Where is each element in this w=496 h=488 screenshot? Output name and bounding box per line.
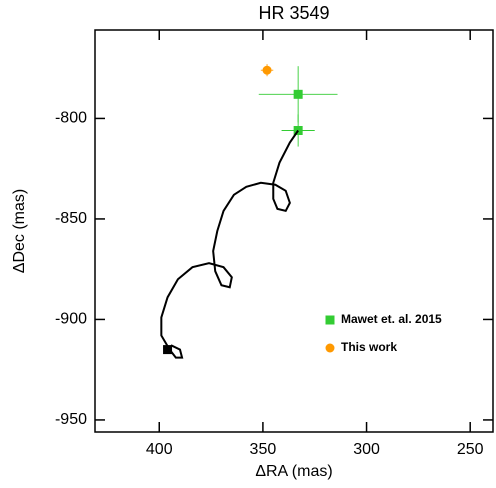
legend-label: This work xyxy=(341,340,397,354)
y-tick-label: -900 xyxy=(55,311,87,328)
legend-marker xyxy=(325,315,335,325)
y-tick-label: -850 xyxy=(55,210,87,227)
y-tick-label: -800 xyxy=(55,110,87,127)
chart-title: HR 3549 xyxy=(258,3,329,23)
x-tick-label: 400 xyxy=(146,441,173,458)
x-axis-label: ΔRA (mas) xyxy=(255,463,332,480)
x-tick-label: 300 xyxy=(353,441,380,458)
data-point xyxy=(293,89,303,99)
y-axis-label: ΔDec (mas) xyxy=(11,189,28,273)
data-point xyxy=(262,65,272,75)
legend-label: Mawet et. al. 2015 xyxy=(341,312,442,326)
data-point xyxy=(163,345,173,355)
orbit-curve xyxy=(160,129,299,359)
x-tick-label: 350 xyxy=(250,441,277,458)
y-tick-label: -950 xyxy=(55,411,87,428)
plot-frame xyxy=(94,29,494,433)
legend-marker xyxy=(325,343,335,353)
x-tick-label: 250 xyxy=(457,441,484,458)
